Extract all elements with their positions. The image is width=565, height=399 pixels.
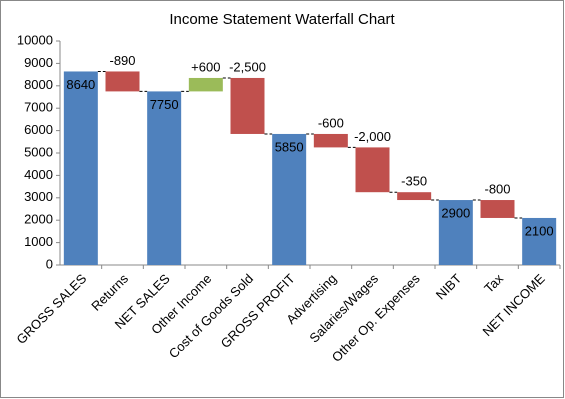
change-bar bbox=[230, 77, 265, 134]
total-bar bbox=[522, 217, 557, 265]
change-bar bbox=[397, 192, 432, 201]
value-label: -2,500 bbox=[229, 59, 266, 74]
change-bar bbox=[355, 147, 390, 193]
value-label: -800 bbox=[484, 181, 510, 196]
y-tick-label: 0 bbox=[46, 256, 53, 271]
value-label: 2100 bbox=[525, 223, 554, 238]
y-tick-label: 9000 bbox=[24, 55, 53, 70]
y-tick-label: 7000 bbox=[24, 100, 53, 115]
value-label: -2,000 bbox=[354, 129, 391, 144]
value-label: -600 bbox=[318, 115, 344, 130]
y-tick-label: 3000 bbox=[24, 189, 53, 204]
value-label: 8640 bbox=[66, 77, 95, 92]
y-tick-label: 6000 bbox=[24, 122, 53, 137]
change-bar bbox=[313, 133, 348, 148]
total-bar bbox=[438, 200, 473, 265]
change-bar bbox=[480, 200, 515, 218]
y-tick-label: 5000 bbox=[24, 144, 53, 159]
y-tick-label: 2000 bbox=[24, 212, 53, 227]
y-tick-label: 10000 bbox=[17, 32, 53, 47]
y-tick-label: 4000 bbox=[24, 167, 53, 182]
y-tick-label: 8000 bbox=[24, 77, 53, 92]
total-bar bbox=[147, 91, 182, 266]
value-label: -890 bbox=[109, 53, 135, 68]
value-label: 5850 bbox=[275, 139, 304, 154]
total-bar bbox=[272, 133, 307, 265]
change-bar bbox=[105, 71, 140, 92]
chart-title: Income Statement Waterfall Chart bbox=[169, 11, 395, 28]
y-tick-label: 1000 bbox=[24, 234, 53, 249]
value-label: -350 bbox=[401, 174, 427, 189]
value-label: +600 bbox=[191, 59, 220, 74]
value-label: 7750 bbox=[150, 97, 179, 112]
total-bar bbox=[63, 71, 98, 266]
value-label: 2900 bbox=[441, 205, 470, 220]
change-bar bbox=[188, 77, 223, 92]
